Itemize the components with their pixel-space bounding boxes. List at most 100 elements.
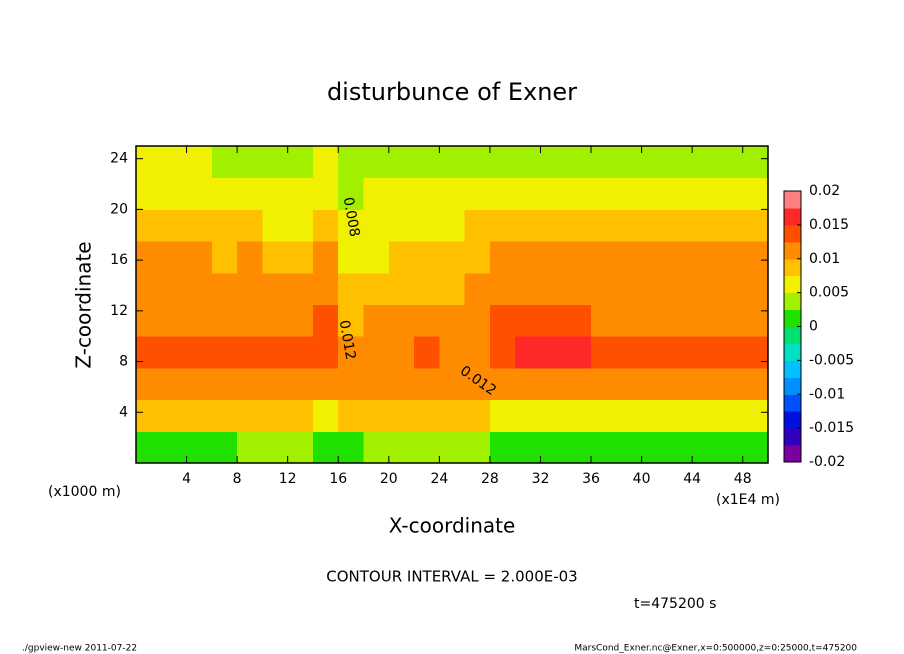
field-cell bbox=[312, 272, 339, 305]
field-cell bbox=[312, 209, 339, 242]
colorbar-bin bbox=[784, 275, 801, 294]
field-cell bbox=[136, 177, 162, 210]
field-cell bbox=[439, 177, 466, 210]
field-cell bbox=[464, 304, 491, 337]
time-note: t=475200 s bbox=[634, 596, 716, 612]
field-cell bbox=[616, 177, 643, 210]
field-cell bbox=[742, 209, 769, 242]
field-cell bbox=[439, 367, 466, 401]
field-cell bbox=[262, 209, 289, 242]
colorbar-tick-label: -0.015 bbox=[809, 420, 854, 436]
y-tick-label: 4 bbox=[119, 404, 128, 420]
field-cell bbox=[388, 241, 415, 274]
field-cell bbox=[262, 336, 289, 369]
field-cell bbox=[565, 177, 592, 210]
field-cell bbox=[388, 336, 415, 369]
field-cell bbox=[666, 241, 693, 274]
colorbar-tick-label: -0.02 bbox=[809, 454, 845, 470]
colorbar-tick-label: -0.005 bbox=[809, 352, 854, 368]
contour-interval: CONTOUR INTERVAL = 2.000E-03 bbox=[326, 568, 577, 586]
field-cell bbox=[591, 177, 617, 210]
field-cell bbox=[489, 177, 516, 210]
field-cell bbox=[616, 209, 643, 242]
field-cell bbox=[388, 399, 415, 432]
field-cell bbox=[237, 209, 263, 242]
field-cell bbox=[692, 146, 718, 179]
field-cell bbox=[666, 431, 693, 464]
field-cell bbox=[363, 336, 390, 369]
field-cell bbox=[312, 146, 339, 179]
field-cell bbox=[388, 272, 415, 305]
field-cell bbox=[515, 431, 541, 464]
contour-label: 0.012 bbox=[336, 319, 359, 361]
field-cell bbox=[262, 272, 289, 305]
field-cell bbox=[388, 431, 415, 464]
field-cell bbox=[262, 367, 289, 401]
field-cell bbox=[616, 431, 643, 464]
field-cell bbox=[742, 367, 769, 401]
field-cell bbox=[186, 336, 213, 369]
field-cell bbox=[338, 272, 365, 305]
field-cell bbox=[312, 177, 339, 210]
field-cell bbox=[489, 146, 516, 179]
field-cell bbox=[666, 146, 693, 179]
field-cell bbox=[414, 272, 440, 305]
field-cell bbox=[439, 209, 466, 242]
field-cell bbox=[692, 431, 718, 464]
field-cell bbox=[591, 241, 617, 274]
x-tick-label: 4 bbox=[182, 471, 191, 487]
x-tick-label: 20 bbox=[380, 471, 398, 487]
field-cell bbox=[136, 146, 162, 179]
field-cell bbox=[464, 146, 491, 179]
field-cell bbox=[414, 336, 440, 369]
field-cell bbox=[363, 272, 390, 305]
field-cell bbox=[211, 367, 238, 401]
field-cell bbox=[489, 336, 516, 369]
field-cell bbox=[742, 399, 769, 432]
colorbar-bin bbox=[784, 326, 801, 344]
field-cell bbox=[464, 336, 491, 369]
field-cell bbox=[237, 399, 263, 432]
field-cell bbox=[742, 241, 769, 274]
field-cell bbox=[591, 209, 617, 242]
field-cell bbox=[565, 336, 592, 369]
field-cell bbox=[136, 336, 162, 369]
field-cell bbox=[641, 431, 668, 464]
field-cell bbox=[312, 304, 339, 337]
field-cell bbox=[591, 399, 617, 432]
field-cell bbox=[287, 241, 314, 274]
field-cell bbox=[641, 367, 668, 401]
colorbar-tick-label: 0 bbox=[809, 319, 818, 335]
y-tick-label: 16 bbox=[110, 252, 128, 268]
field-cell bbox=[742, 146, 769, 179]
field-cell bbox=[363, 367, 390, 401]
field-cell bbox=[515, 367, 541, 401]
field-cell bbox=[489, 209, 516, 242]
field-cell bbox=[262, 304, 289, 337]
field-cell bbox=[186, 146, 213, 179]
field-cell bbox=[515, 272, 541, 305]
field-cell bbox=[717, 304, 744, 337]
field-cell bbox=[161, 431, 188, 464]
field-cell bbox=[717, 431, 744, 464]
field-cell bbox=[641, 146, 668, 179]
y-axis-label: Z-coordinate bbox=[72, 241, 96, 368]
field-cell bbox=[312, 241, 339, 274]
field-cell bbox=[414, 304, 440, 337]
field-cell bbox=[540, 336, 567, 369]
field-cell bbox=[312, 336, 339, 369]
colorbar-bin bbox=[784, 411, 801, 429]
field-cell bbox=[489, 304, 516, 337]
field-cell bbox=[161, 272, 188, 305]
field-cell bbox=[186, 209, 213, 242]
field-cell bbox=[489, 367, 516, 401]
colorbar-bin bbox=[784, 377, 801, 395]
colorbar-bin bbox=[784, 241, 801, 260]
x-tick-label: 36 bbox=[582, 471, 600, 487]
field-cell bbox=[515, 146, 541, 179]
field-cell bbox=[287, 209, 314, 242]
field-cell bbox=[489, 272, 516, 305]
field-cell bbox=[312, 431, 339, 464]
field-cell bbox=[338, 431, 365, 464]
field-cell bbox=[464, 367, 491, 401]
